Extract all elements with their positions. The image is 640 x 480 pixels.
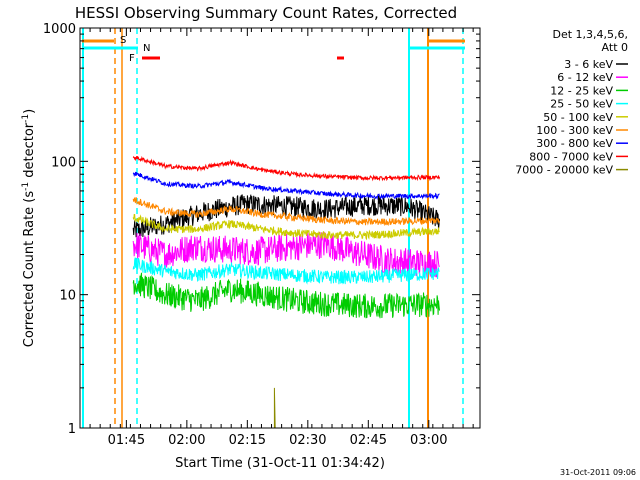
legend-entry-label: 100 - 300 keV (536, 124, 613, 137)
series-line (132, 171, 440, 201)
plot-frame (79, 27, 481, 429)
legend-header-line-2: Att 0 (602, 41, 628, 54)
legend-entry-label: 300 - 800 keV (536, 137, 613, 150)
x-axis-label: Start Time (31-Oct-11 01:34:42) (175, 456, 385, 471)
series-line (132, 272, 440, 319)
legend-entry-label: 800 - 7000 keV (529, 150, 613, 163)
legend-entry-label: 25 - 50 keV (550, 98, 613, 111)
x-axis: 01:45 02:00 02:15 02:30 02:45 03:00 (79, 28, 474, 448)
flag-label-n: N (143, 43, 150, 54)
y-axis-label: Corrected Count Rate (s-1 detector-1) (21, 109, 37, 347)
x-tick-label: 02:15 (229, 433, 266, 448)
y-axis-label-main: Corrected Count Rate (s (22, 191, 37, 348)
chart-title: HESSI Observing Summary Count Rates, Cor… (75, 4, 457, 22)
generated-timestamp: 31-Oct-2011 09:06 (560, 468, 636, 477)
x-tick-label: 02:45 (350, 433, 387, 448)
y-tick-label: 1 (68, 422, 76, 437)
series-line (273, 387, 276, 429)
plot-area: S NF (82, 28, 465, 429)
y-axis-label-sup2: -1 (21, 114, 31, 123)
y-axis-label-end: ) (22, 109, 37, 114)
y-axis-label-sup1: -1 (21, 182, 31, 191)
series-line (132, 194, 440, 238)
series-line (132, 231, 440, 278)
y-tick-label: 1000 (43, 22, 76, 37)
x-tick-label: 01:45 (108, 433, 145, 448)
legend-entry-label: 50 - 100 keV (543, 111, 613, 124)
x-tick-label: 02:00 (168, 433, 205, 448)
series-line (132, 213, 440, 241)
legend-entry-label: 12 - 25 keV (550, 84, 613, 97)
series-line (132, 197, 440, 227)
legend-entry-label: 3 - 6 keV (564, 58, 613, 71)
series-line (132, 155, 440, 182)
legend-entry-label: 7000 - 20000 keV (515, 164, 613, 177)
y-axis-label-mid: detector (22, 122, 37, 182)
flag-label-f: F (129, 53, 135, 64)
x-tick-label: 03:00 (410, 433, 447, 448)
legend-entry-label: 6 - 12 keV (557, 71, 613, 84)
series-line (132, 257, 440, 285)
flag-label-s: S (120, 35, 126, 46)
y-tick-label: 10 (59, 289, 76, 304)
y-tick-label: 100 (51, 155, 76, 170)
x-tick-label: 02:30 (289, 433, 326, 448)
legend-header-line-1: Det 1,3,4,5,6, (552, 28, 628, 41)
